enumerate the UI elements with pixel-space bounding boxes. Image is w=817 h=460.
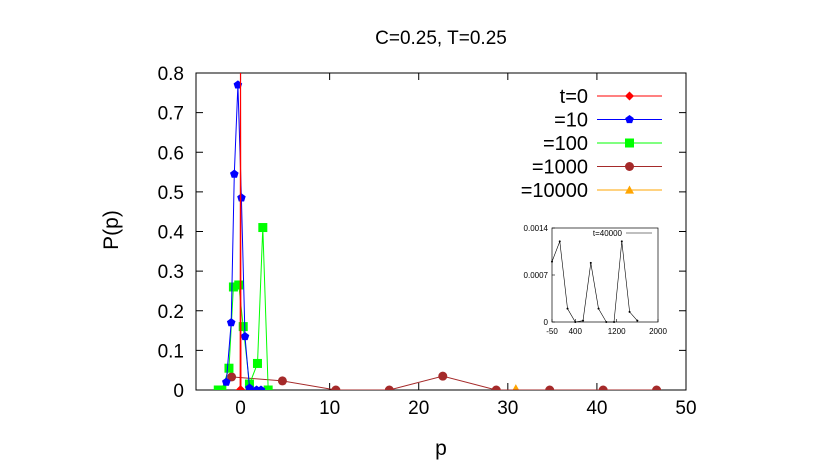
legend-marker — [625, 115, 634, 124]
y-tick-label: 0.5 — [158, 183, 184, 204]
y-tick-label: 0.2 — [158, 302, 184, 323]
legend-label: t=0 — [560, 86, 588, 108]
legend-marker — [625, 91, 634, 101]
data-point — [245, 383, 254, 390]
inset-data-point — [566, 307, 569, 310]
series-line — [225, 84, 261, 390]
inset-x-tick-label: 400 — [569, 327, 583, 336]
y-tick-label: 0 — [173, 381, 184, 402]
data-point — [217, 385, 227, 390]
x-axis-label: p — [435, 437, 447, 460]
data-point — [598, 385, 608, 390]
legend-marker — [625, 138, 634, 148]
inset-data-point — [628, 310, 631, 313]
inset-x-tick-label: -50 — [546, 327, 558, 336]
y-tick-label: 0.4 — [158, 223, 185, 244]
inset-data-point — [613, 321, 616, 323]
data-point — [545, 385, 555, 390]
legend-label: =100 — [543, 133, 588, 155]
inset-data-point — [636, 319, 639, 322]
inset-data-point — [574, 321, 577, 323]
data-point — [331, 385, 341, 390]
inset-data-point — [605, 321, 608, 323]
data-point — [226, 318, 236, 327]
x-tick-label: 30 — [497, 398, 518, 419]
x-tick-label: 40 — [586, 398, 607, 419]
data-point — [222, 377, 231, 386]
data-point — [263, 385, 273, 390]
data-point — [228, 282, 238, 292]
y-tick-label: 0.1 — [158, 341, 184, 362]
data-point — [240, 332, 250, 341]
inset-frame — [551, 227, 659, 323]
y-tick-label: 0.8 — [158, 64, 184, 85]
data-point — [230, 169, 239, 178]
x-tick-label: 10 — [319, 398, 340, 419]
data-point — [491, 385, 501, 390]
data-point — [236, 385, 246, 390]
inset-y-tick-label: 0 — [544, 318, 549, 327]
y-tick-label: 0.7 — [158, 104, 184, 125]
data-point — [512, 384, 520, 390]
legend-label: =10 — [554, 110, 588, 132]
inset-data-point — [589, 261, 592, 264]
inset-data-point — [597, 307, 600, 310]
inset-data-point — [582, 319, 585, 322]
inset-x-tick-label: 2000 — [649, 327, 667, 336]
data-point — [234, 280, 244, 290]
inset-y-tick-label: 0.0014 — [524, 224, 549, 233]
data-point — [237, 193, 246, 202]
inset-legend-label: t=40000 — [593, 229, 623, 238]
data-point — [652, 385, 662, 390]
data-point — [384, 385, 394, 390]
data-point — [227, 372, 237, 382]
series-line — [239, 73, 242, 390]
x-tick-label: 20 — [408, 398, 429, 419]
y-tick-label: 0.6 — [158, 143, 184, 164]
data-point — [438, 371, 448, 381]
legend-label: =1000 — [532, 157, 588, 179]
data-point — [224, 363, 234, 373]
legend-marker — [625, 185, 634, 194]
data-point — [256, 385, 266, 390]
x-tick-label: 0 — [235, 398, 246, 419]
legend-label: =10000 — [521, 180, 588, 202]
inset-data-point — [558, 240, 561, 243]
data-point — [258, 223, 268, 233]
y-axis-label: P(p) — [100, 210, 123, 250]
chart-title: C=0.25, T=0.25 — [375, 28, 507, 49]
legend-marker — [625, 162, 634, 171]
inset-x-tick-label: 1200 — [608, 327, 626, 336]
inset-data-point — [551, 260, 553, 263]
data-point — [238, 322, 248, 332]
data-point — [277, 376, 287, 386]
data-point — [252, 358, 262, 368]
x-tick-label: 50 — [675, 398, 696, 419]
inset-data-point — [620, 240, 623, 243]
data-layer — [213, 73, 662, 390]
y-tick-label: 0.3 — [158, 262, 184, 283]
inset-series-line — [551, 241, 638, 323]
inset-y-tick-label: 0.0007 — [524, 271, 549, 280]
